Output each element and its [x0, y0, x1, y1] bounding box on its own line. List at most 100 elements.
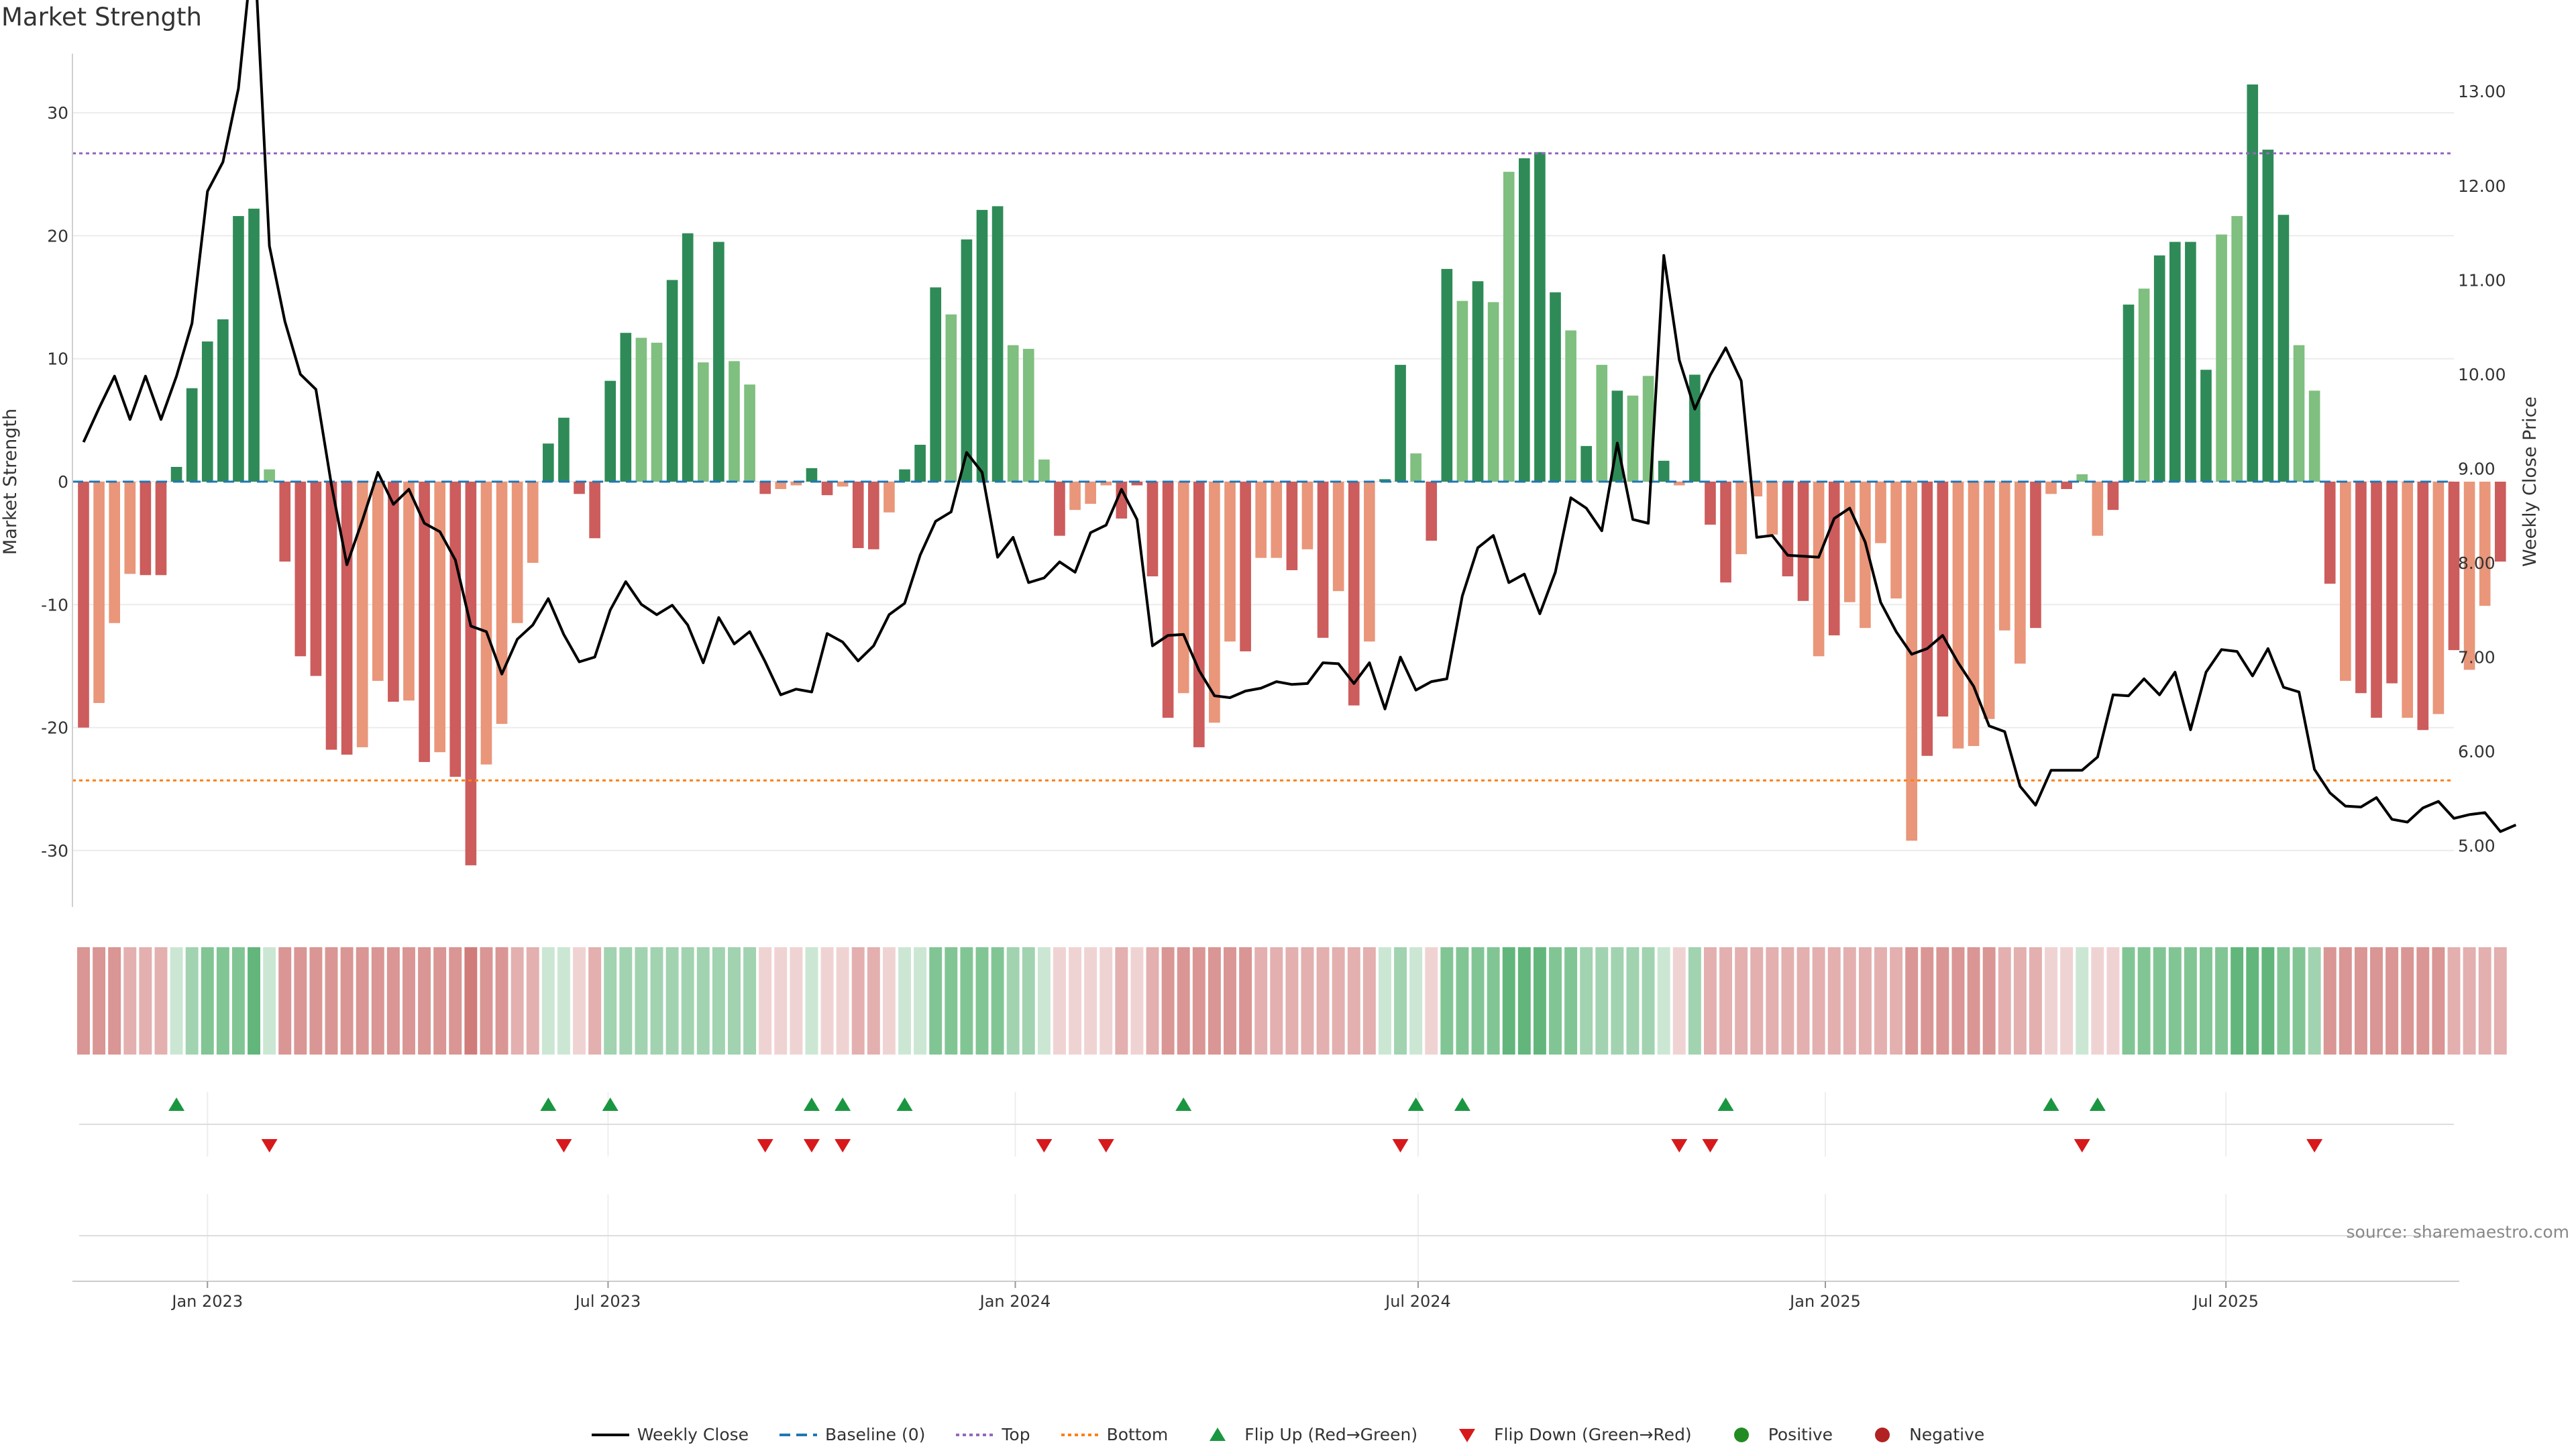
heat-cell: [1006, 947, 1020, 1055]
heat-cell: [1130, 947, 1144, 1055]
heat-cell: [1115, 947, 1128, 1055]
strength-bar: [372, 482, 384, 681]
strength-bar: [1797, 482, 1809, 601]
heat-cell: [665, 947, 679, 1055]
strength-bar: [2277, 215, 2290, 482]
heat-cell: [541, 947, 555, 1055]
heat-cell: [2432, 947, 2445, 1055]
heat-cell: [573, 947, 586, 1055]
heat-cell: [1951, 947, 1965, 1055]
heat-cell: [2215, 947, 2229, 1055]
heat-cell: [882, 947, 896, 1055]
heat-cell: [2231, 947, 2244, 1055]
heat-cell: [696, 947, 710, 1055]
strength-bar: [1379, 479, 1391, 482]
heat-cell: [139, 947, 152, 1055]
heat-cell: [1611, 947, 1624, 1055]
y-right-tick-label: 11.00: [2458, 270, 2506, 290]
strength-bar: [1487, 302, 1499, 482]
strength-bar: [1472, 281, 1484, 482]
heat-cell: [511, 947, 524, 1055]
y-right-tick-label: 12.00: [2458, 176, 2506, 196]
heat-cell: [108, 947, 121, 1055]
heat-cell: [386, 947, 400, 1055]
strength-bar: [651, 342, 663, 482]
strength-bar: [434, 482, 445, 753]
heat-cell: [991, 947, 1004, 1055]
strength-bar: [1875, 482, 1886, 543]
strength-bar: [294, 482, 307, 657]
heat-cell: [1936, 947, 1949, 1055]
flip-down-marker: [1097, 1139, 1114, 1152]
strength-bar: [2386, 482, 2398, 684]
legend-item-weekly_close: Weekly Close: [591, 1425, 749, 1444]
heat-cell: [371, 947, 384, 1055]
heat-cell: [960, 947, 973, 1055]
strength-bar: [1673, 482, 1685, 486]
strength-bar: [2185, 241, 2196, 482]
strength-bar: [1658, 460, 1670, 482]
flip-down-marker: [757, 1139, 773, 1152]
heat-cell: [1192, 947, 1205, 1055]
strength-bar: [945, 314, 957, 482]
strength-bar: [775, 482, 787, 489]
strength-bar: [233, 216, 244, 482]
flip-markers: [79, 1097, 2454, 1236]
strength-bar: [2030, 482, 2041, 629]
legend-item-flip_down: Flip Down (Green→Red): [1448, 1425, 1692, 1444]
strength-bar: [356, 482, 368, 747]
strength-bar: [2045, 482, 2057, 494]
flip-down-marker: [2306, 1139, 2323, 1152]
heat-cell: [2153, 947, 2166, 1055]
strength-bar: [1813, 482, 1825, 657]
heat-cell: [1394, 947, 1407, 1055]
strength-bar: [1286, 482, 1298, 570]
heat-cell: [263, 947, 276, 1055]
strength-bar: [2200, 370, 2212, 482]
heat-cell: [325, 947, 338, 1055]
flip-up-marker: [2089, 1097, 2106, 1111]
strength-bar: [248, 209, 260, 482]
x-tick-label: Jul 2025: [2192, 1292, 2259, 1311]
y-tick-label: 20: [47, 226, 68, 246]
strength-bar: [604, 380, 616, 482]
strength-bar: [1937, 482, 1949, 717]
strength-bar: [2402, 482, 2414, 718]
heat-cell: [2339, 947, 2352, 1055]
strength-bar: [543, 443, 554, 482]
heat-cell: [1580, 947, 1593, 1055]
heat-cell: [1982, 947, 1996, 1055]
strength-bar: [1596, 364, 1608, 482]
legend-label: Weekly Close: [637, 1425, 749, 1444]
heat-cell: [1177, 947, 1190, 1055]
heat-cell: [805, 947, 818, 1055]
strength-bar: [109, 482, 120, 623]
x-tick-label: Jul 2023: [574, 1292, 641, 1311]
heat-cell: [2091, 947, 2104, 1055]
strength-bar: [589, 482, 600, 539]
heat-cell: [1921, 947, 1934, 1055]
dot-icon: [1864, 1426, 1901, 1444]
heat-cell: [2447, 947, 2461, 1055]
heat-cell: [216, 947, 229, 1055]
heat-cell: [1843, 947, 1856, 1055]
strength-bar: [1860, 482, 1871, 629]
x-tick-label: Jul 2024: [1384, 1292, 1451, 1311]
strength-bar: [2247, 84, 2259, 482]
heat-cell: [495, 947, 508, 1055]
heat-cell: [1735, 947, 1748, 1055]
x-tick-label: Jan 2025: [1788, 1292, 1861, 1311]
heat-cell: [588, 947, 602, 1055]
weekly-close-series: [82, 0, 2517, 833]
flip-down-marker: [835, 1139, 851, 1152]
legend-label: Positive: [1768, 1425, 1833, 1444]
y-tick-label: -10: [41, 595, 68, 614]
strength-bar: [2015, 482, 2026, 664]
heat-cell: [1874, 947, 1887, 1055]
y-right-tick-label: 9.00: [2458, 459, 2496, 478]
strength-bar: [2092, 482, 2104, 536]
strength-bar: [93, 482, 105, 703]
heat-strip: [77, 947, 2507, 1055]
heat-cell: [1022, 947, 1035, 1055]
strength-bar: [1689, 374, 1701, 482]
